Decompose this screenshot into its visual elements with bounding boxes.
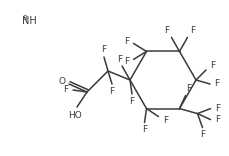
Text: F: F <box>63 85 68 95</box>
Text: F: F <box>129 97 135 105</box>
Text: F: F <box>101 46 106 54</box>
Text: F: F <box>124 37 129 46</box>
Text: HO: HO <box>68 110 82 119</box>
Text: F: F <box>109 86 114 95</box>
Text: F: F <box>210 61 215 70</box>
Text: F: F <box>214 80 220 88</box>
Text: O: O <box>58 78 65 86</box>
Text: F: F <box>215 115 220 124</box>
Text: F: F <box>117 54 123 63</box>
Text: F: F <box>124 57 129 66</box>
Text: F: F <box>215 104 220 113</box>
Text: F: F <box>186 84 191 93</box>
Text: F: F <box>190 26 195 35</box>
Text: F: F <box>142 125 147 134</box>
Text: F: F <box>163 116 168 125</box>
Text: F: F <box>164 26 169 35</box>
Text: NH: NH <box>22 16 37 26</box>
Text: F: F <box>200 130 205 139</box>
Text: 3: 3 <box>22 15 27 21</box>
